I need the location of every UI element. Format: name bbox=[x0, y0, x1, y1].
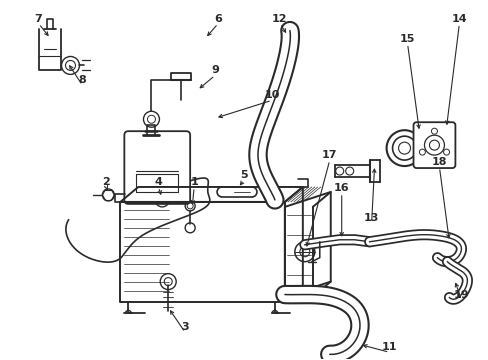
FancyBboxPatch shape bbox=[124, 131, 190, 204]
Circle shape bbox=[428, 140, 439, 150]
Circle shape bbox=[294, 242, 314, 262]
Text: 10: 10 bbox=[264, 90, 279, 100]
Text: 11: 11 bbox=[381, 342, 397, 352]
Text: 6: 6 bbox=[214, 14, 222, 24]
Text: 4: 4 bbox=[154, 177, 162, 187]
Circle shape bbox=[398, 142, 410, 154]
Text: 3: 3 bbox=[181, 323, 188, 332]
Text: 9: 9 bbox=[211, 66, 219, 76]
Circle shape bbox=[345, 167, 353, 175]
Text: 19: 19 bbox=[453, 289, 468, 300]
Circle shape bbox=[430, 128, 437, 134]
Text: 1: 1 bbox=[190, 177, 198, 187]
Circle shape bbox=[61, 57, 80, 75]
Circle shape bbox=[185, 223, 195, 233]
Circle shape bbox=[102, 189, 114, 201]
Circle shape bbox=[160, 274, 176, 289]
Text: 13: 13 bbox=[363, 213, 379, 223]
Circle shape bbox=[392, 136, 416, 160]
Text: 5: 5 bbox=[240, 170, 247, 180]
Circle shape bbox=[155, 193, 169, 207]
Circle shape bbox=[185, 201, 195, 211]
Circle shape bbox=[335, 167, 343, 175]
Circle shape bbox=[424, 135, 444, 155]
Circle shape bbox=[299, 247, 309, 257]
Text: 17: 17 bbox=[322, 150, 337, 160]
Circle shape bbox=[158, 196, 166, 204]
Text: 18: 18 bbox=[431, 157, 447, 167]
Text: 7: 7 bbox=[35, 14, 42, 24]
Circle shape bbox=[443, 149, 448, 155]
FancyBboxPatch shape bbox=[413, 122, 454, 168]
Text: 14: 14 bbox=[450, 14, 466, 24]
Text: 8: 8 bbox=[79, 75, 86, 85]
Circle shape bbox=[386, 130, 422, 166]
Text: 16: 16 bbox=[333, 183, 349, 193]
Circle shape bbox=[164, 278, 172, 285]
Text: 15: 15 bbox=[399, 33, 414, 44]
Circle shape bbox=[419, 149, 425, 155]
Text: 2: 2 bbox=[102, 177, 110, 187]
Text: 12: 12 bbox=[272, 14, 287, 24]
Circle shape bbox=[187, 203, 193, 209]
Circle shape bbox=[143, 111, 159, 127]
Circle shape bbox=[147, 115, 155, 123]
Circle shape bbox=[65, 60, 75, 71]
